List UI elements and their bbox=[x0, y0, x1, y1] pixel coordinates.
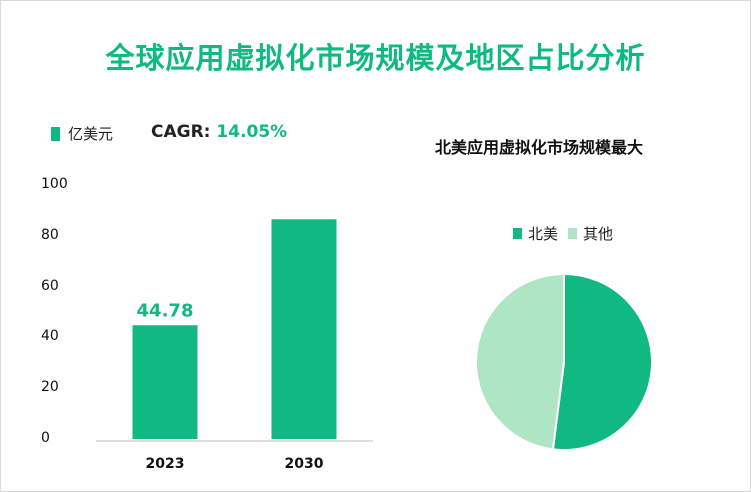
cagr-value: 14.05% bbox=[216, 122, 288, 142]
pie-slice-north-america bbox=[551, 272, 653, 451]
pie-legend: 北美 其他 bbox=[513, 223, 623, 244]
pie-legend-item-other: 其他 bbox=[568, 223, 613, 244]
cagr-label: CAGR: bbox=[151, 122, 211, 142]
pie-title: 北美应用虚拟化市场规模最大 bbox=[435, 138, 644, 157]
pie-legend-swatch-other bbox=[568, 228, 578, 239]
y-tick-label: 40 bbox=[41, 328, 59, 345]
pie-legend-label-other: 其他 bbox=[583, 225, 614, 243]
pie-legend-item-north-america: 北美 bbox=[513, 223, 558, 244]
page-title: 全球应用虚拟化市场规模及地区占比分析 bbox=[105, 41, 646, 75]
bar-legend-label: 亿美元 bbox=[68, 125, 114, 143]
pie-legend-swatch-north-america bbox=[513, 228, 522, 239]
y-tick-label: 20 bbox=[41, 379, 59, 396]
pie-slice-other bbox=[475, 272, 565, 451]
bar-2023 bbox=[132, 325, 198, 439]
data-label-2023: 44.78 bbox=[137, 300, 194, 321]
y-tick-label: 100 bbox=[41, 176, 68, 192]
x-tick-label-2023: 2023 bbox=[145, 456, 185, 472]
y-tick-label: 60 bbox=[41, 277, 59, 294]
y-tick-label: 80 bbox=[41, 226, 59, 243]
x-tick-label-2030: 2030 bbox=[284, 456, 324, 472]
bar-legend: 亿美元 bbox=[51, 123, 113, 144]
y-tick-label: 0 bbox=[41, 430, 50, 446]
bar-legend-swatch bbox=[51, 126, 60, 141]
bar-2030 bbox=[271, 219, 337, 439]
pie-legend-label-north-america: 北美 bbox=[528, 225, 559, 243]
cagr-annotation: CAGR: 14.05% bbox=[151, 122, 287, 142]
